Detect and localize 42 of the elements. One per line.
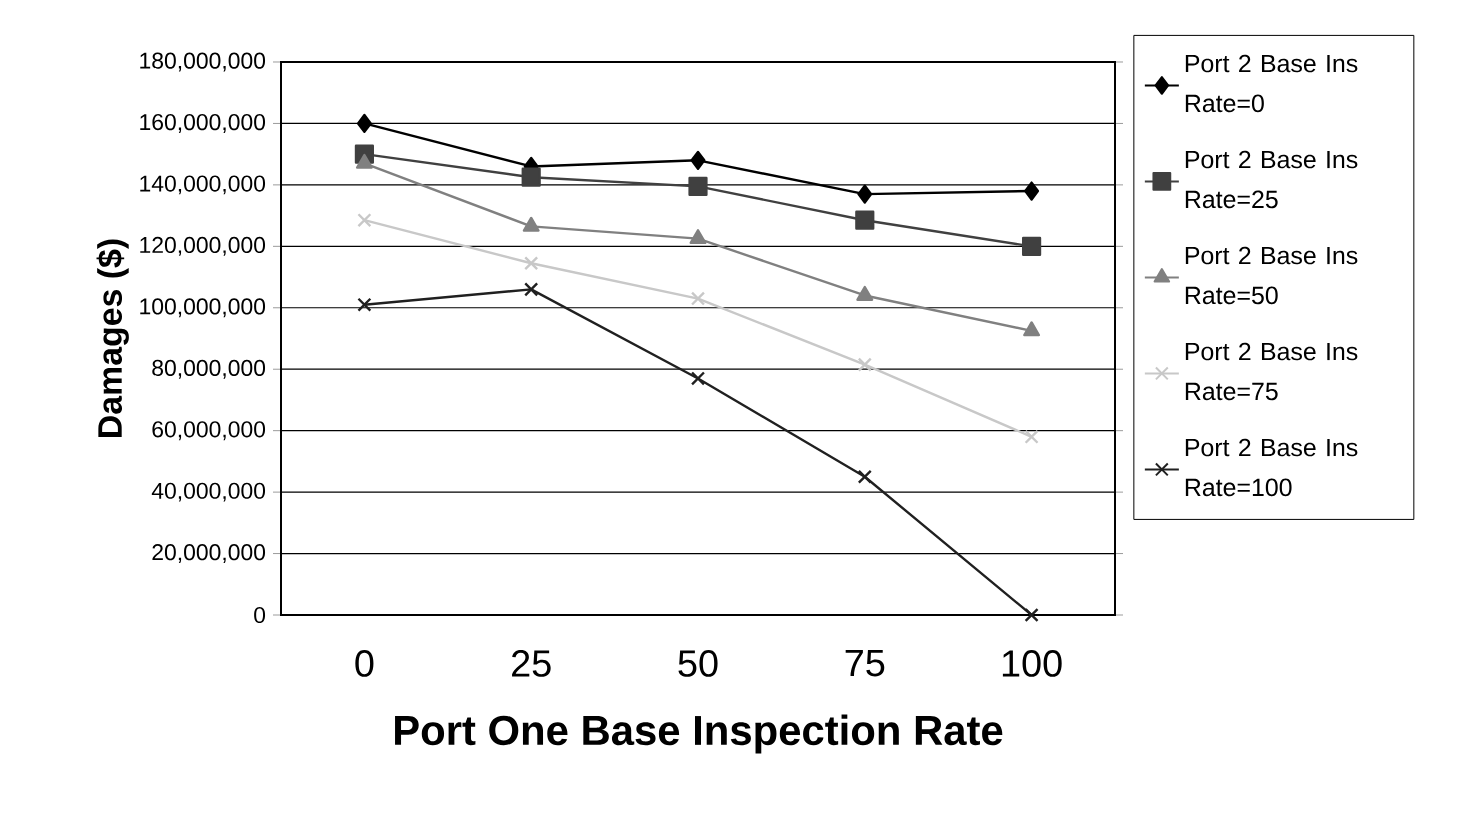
x-tick-label: 75 <box>845 650 885 677</box>
y-tick-label: 0 <box>254 606 266 624</box>
x-tick-label: 25 <box>512 650 551 677</box>
point <box>855 210 875 230</box>
point <box>690 291 706 306</box>
point <box>1023 321 1041 337</box>
y-tick-label: 20,000,000 <box>152 544 266 564</box>
x-tick-label: 50 <box>678 650 718 677</box>
x-axis-title: Port One Base Inspection Rate <box>395 714 1003 754</box>
x-tick-label: 100 <box>1002 650 1062 677</box>
y-tick-label: 120,000,000 <box>140 236 266 256</box>
y-tick-label: 140,000,000 <box>140 175 266 195</box>
legend-label: Port 2 Base Ins Rate=25 <box>1185 150 1358 209</box>
y-tick-label: 160,000,000 <box>140 113 266 133</box>
legend-label: Port 2 Base Ins Rate=0 <box>1185 54 1358 113</box>
y-tick-label: 80,000,000 <box>152 359 266 379</box>
point <box>857 357 872 372</box>
y-tick-label: 60,000,000 <box>152 421 266 441</box>
point <box>1024 429 1039 444</box>
point <box>524 256 539 271</box>
point <box>690 371 706 386</box>
y-axis-title: Damages ($) <box>96 239 129 437</box>
point <box>1024 607 1039 623</box>
y-tick-label: 180,000,000 <box>140 52 266 72</box>
legend-label: Port 2 Base Ins Rate=50 <box>1185 246 1358 305</box>
legend-label: Port 2 Base Ins Rate=100 <box>1185 438 1358 497</box>
point <box>356 113 372 134</box>
point <box>357 297 372 312</box>
point <box>857 469 872 484</box>
point <box>857 184 873 204</box>
point <box>690 150 706 170</box>
point <box>689 229 707 245</box>
point <box>688 176 708 197</box>
point <box>357 213 372 228</box>
y-tick-label: 40,000,000 <box>151 482 266 502</box>
point <box>521 167 541 187</box>
point <box>1022 236 1042 256</box>
x-tick-label: 0 <box>355 650 374 677</box>
point <box>1024 181 1040 201</box>
y-tick-label: 100,000,000 <box>140 298 266 318</box>
legend-label: Port 2 Base Ins Rate=75 <box>1185 342 1358 401</box>
point <box>524 282 539 297</box>
